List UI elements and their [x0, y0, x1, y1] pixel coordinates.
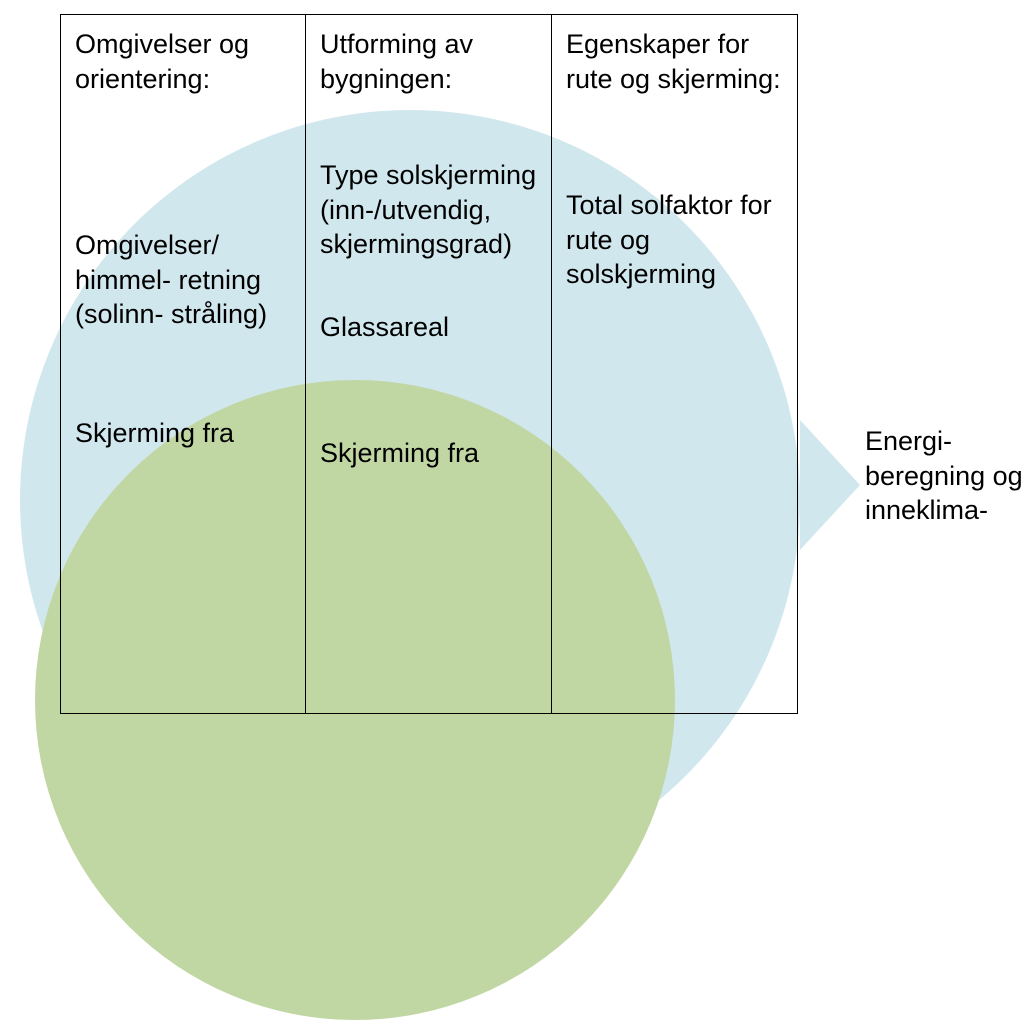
spacer [320, 262, 537, 310]
spacer [320, 96, 537, 158]
column-3-heading: Egenskaper for rute og skjerming: [566, 27, 783, 96]
column-1-heading: Omgivelser og orientering: [75, 27, 291, 96]
column-2-item-1: Glassareal [320, 310, 537, 345]
spacer [75, 96, 291, 228]
column-2-heading: Utforming av bygningen: [320, 27, 537, 96]
columns-container: Omgivelser og orientering: Omgivelser/ h… [60, 14, 798, 714]
arrow-head [800, 420, 860, 550]
column-1: Omgivelser og orientering: Omgivelser/ h… [60, 14, 306, 714]
spacer [75, 332, 291, 416]
column-3-item-0: Total solfaktor for rute og solskjerming [566, 188, 783, 292]
spacer [320, 344, 537, 436]
column-1-item-0: Omgivelser/ himmel- retning (solinn- str… [75, 228, 291, 332]
spacer [566, 96, 783, 188]
output-label: Energi- beregning og inneklima- [865, 424, 1024, 528]
column-1-item-1: Skjerming fra [75, 416, 291, 451]
column-2: Utforming av bygningen: Type solskjermin… [306, 14, 552, 714]
output-arrow [800, 420, 860, 550]
column-2-item-0: Type solskjerming (inn-/utvendig, skjerm… [320, 158, 537, 262]
column-2-item-2: Skjerming fra [320, 436, 537, 471]
column-3: Egenskaper for rute og skjerming: Total … [552, 14, 798, 714]
